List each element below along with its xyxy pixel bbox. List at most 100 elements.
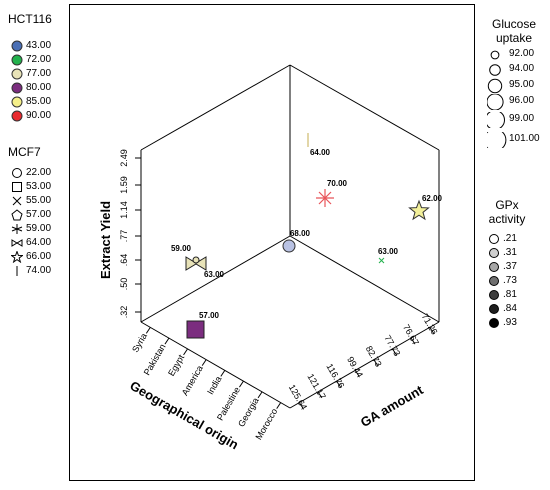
legend-entry: 43.00 [10,40,51,53]
point-label: 59.00 [171,244,192,253]
legend-entry: 53.00 [10,181,51,194]
origin-tick [201,359,207,366]
legend-entry: .84 [487,303,517,316]
legend-label: 74.00 [26,265,52,276]
vertical-tick-label: 1.14 [119,201,129,219]
shade-dot-icon [487,233,501,245]
ga-tick [429,327,435,334]
legend-entry: 77.00 [10,68,51,81]
legend-label: 59.00 [26,223,52,234]
mcf7-legend-title: MCF7 [8,145,41,159]
vertical-tick-label: .32 [119,306,129,319]
point-label: 62.00 [422,194,443,203]
glucose-legend-title: Glucose uptake [491,17,537,45]
legend-label: .81 [503,289,517,300]
asterisk-icon [10,223,24,235]
point-label: 68.00 [290,229,311,238]
legend-entry: 55.00 [10,195,51,208]
ga-axis-label: GA amount [358,382,426,430]
legend-entry: 66.00 [10,250,52,264]
origin-tick-label: Palestine [215,385,242,422]
legend-label: 57.00 [26,209,52,220]
shade-dot-icon [487,317,501,329]
point-label: 70.00 [327,179,348,188]
shade-dot-icon [487,289,501,301]
legend-label: .84 [503,303,517,314]
legend-entry: .31 [487,247,517,260]
box-edge [140,235,291,323]
origin-tick [164,337,170,345]
color-dot-icon [10,40,24,52]
vertical-axis-ticks: .32 .50 .64 .77 1.14 1.59 2.49 [119,149,141,318]
origin-tick [257,391,263,399]
legend-entry: .93 [487,317,517,330]
ga-tick [317,391,323,399]
square-icon [10,181,24,193]
origin-tick-label: India [205,374,223,396]
origin-tick-label: Pakistan [142,342,168,377]
legend-label: 72.00 [26,54,52,65]
legend-label: 101.00 [509,133,540,144]
vertical-tick-label: .77 [119,230,129,243]
point-square-icon [186,320,205,339]
ga-tick-label: 99.44 [345,355,365,380]
box-edge [289,321,440,409]
legend-entry: 85.00 [10,96,51,109]
size-circle-icon [485,110,507,130]
legend-entry: 92.00 [487,47,534,61]
color-dot-icon [10,54,24,66]
ga-tick-label: 76.67 [401,323,421,348]
box-edge [140,64,291,151]
point-label: 57.00 [199,311,220,320]
gpx-legend-title: GPx activity [488,198,526,226]
legend-entry: 101.00 [483,128,540,152]
origin-tick-label: America [180,364,205,398]
legend-label: .21 [503,233,517,244]
legend-entry: 59.00 [10,223,51,236]
shade-dot-icon [487,261,501,273]
ga-tick-label: 125.64 [287,383,309,412]
shade-dot-icon [487,275,501,287]
legend-entry: 96.00 [486,93,534,111]
vertical-tick-label: 2.49 [119,149,129,167]
color-dot-icon [10,96,24,108]
legend-label: .93 [503,317,517,328]
star-icon [10,250,24,264]
legend-entry: 95.00 [487,78,535,94]
color-dot-icon [10,68,24,80]
box-edge [140,321,291,409]
point-circle-icon [192,256,200,264]
vertical-tick-label: .64 [119,254,129,267]
size-circle-icon [487,47,507,61]
plot-frame [69,4,475,481]
asterisk-stroke [318,191,332,205]
legend-label: .31 [503,247,517,258]
legend-entry: .21 [487,233,517,246]
point-asterisk-icon [316,189,334,207]
legend-entry: 80.00 [10,82,51,95]
legend-label: 55.00 [26,195,52,206]
color-dot-icon [10,82,24,94]
origin-tick-label: Syria [130,331,149,354]
legend-entry: .73 [487,275,517,288]
ga-tick [354,370,360,377]
vertical-axis-label: Extract Yield [98,201,113,279]
point-circle-icon [282,239,296,253]
point-label: 63.00 [378,247,399,256]
legend-label: 22.00 [26,167,52,178]
origin-tick [239,380,244,388]
ga-tick-label: 82.73 [364,344,384,369]
legend-label: 64.00 [26,237,52,248]
legend-label: 95.00 [509,79,535,90]
ga-tick [392,348,397,356]
point-cross-icon [378,257,385,264]
legend-label: 99.00 [509,113,535,124]
legend-label: 94.00 [509,63,535,74]
legend-label: 66.00 [26,251,52,262]
legend-entry: 99.00 [485,110,535,130]
box-edge [289,235,440,323]
ga-tick-label: 77.73 [382,333,402,358]
ga-tick [373,359,379,366]
ga-tick [298,402,304,409]
vertical-tick-label: .50 [119,278,129,291]
